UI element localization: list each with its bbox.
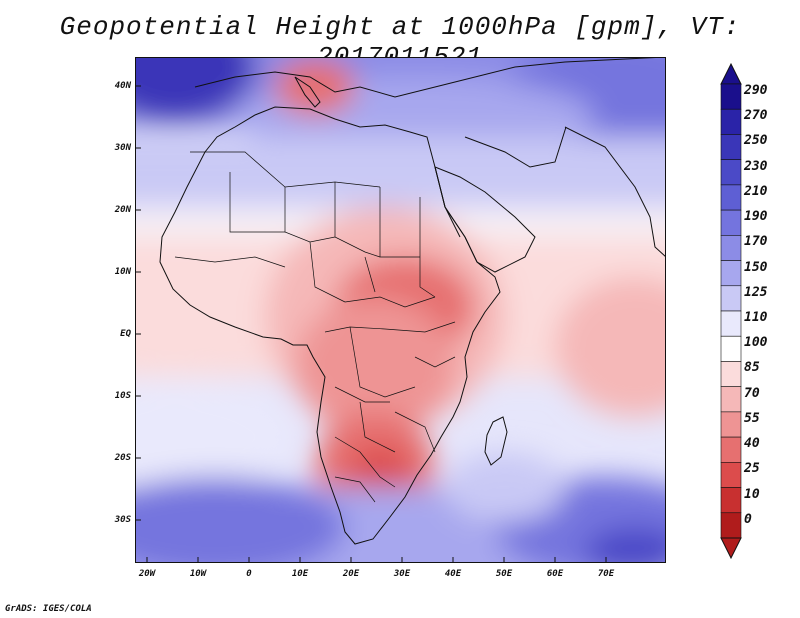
colorbar-swatch: [720, 462, 742, 488]
colorbar-swatch: [720, 159, 742, 186]
lat-label-eq: EQ: [120, 329, 131, 339]
colorbar-label: 170: [744, 234, 768, 250]
colorbar: [720, 62, 742, 560]
lat-label-10n: 10N: [114, 267, 131, 277]
lat-label-30s: 30S: [114, 515, 131, 525]
colorbar-label: 100: [744, 335, 768, 351]
colorbar-swatch: [720, 285, 742, 312]
colorbar-label: 40: [744, 436, 760, 452]
colorbar-swatch: [720, 184, 742, 211]
colorbar-swatch: [720, 310, 742, 337]
colorbar-swatch: [720, 487, 742, 514]
colorbar-label: 0: [744, 511, 752, 527]
colorbar-swatch: [720, 134, 742, 160]
lon-label-0: 0: [246, 569, 252, 579]
lon-label-10w: 10W: [189, 569, 207, 579]
colorbar-label: 270: [744, 108, 768, 124]
colorbar-label: 150: [744, 259, 768, 275]
colorbar-label: 250: [744, 133, 768, 149]
colorbar-label: 85: [744, 360, 760, 376]
lon-label-70e: 70E: [597, 569, 615, 579]
lon-label-10e: 10E: [291, 569, 309, 579]
colorbar-label: 290: [744, 83, 768, 98]
map-plot-area: [135, 57, 666, 563]
colorbar-swatch: [720, 260, 742, 287]
lat-label-40n: 40N: [114, 81, 131, 91]
map-frame: [135, 57, 666, 563]
colorbar-label: 210: [744, 183, 768, 199]
lat-label-20s: 20S: [114, 453, 131, 463]
country-borders: [174, 151, 456, 503]
colorbar-label: 25: [744, 461, 760, 477]
colorbar-label: 190: [744, 209, 768, 225]
colorbar-top-arrow: [720, 62, 742, 85]
colorbar-swatch: [720, 361, 742, 387]
colorbar-label: 110: [744, 310, 768, 325]
colorbar-bottom-arrow: [720, 537, 742, 560]
colorbar-swatch: [720, 83, 742, 110]
lat-label-10s: 10S: [114, 391, 131, 401]
lon-label-50e: 50E: [495, 569, 513, 579]
colorbar-swatch: [720, 512, 742, 539]
grads-credit: GrADS: IGES/COLA: [5, 604, 92, 614]
colorbar-swatch: [720, 108, 742, 135]
colorbar-swatch: [720, 386, 742, 413]
lon-label-20e: 20E: [342, 569, 360, 579]
lon-label-30e: 30E: [393, 569, 411, 579]
colorbar-label: 125: [744, 284, 768, 300]
lat-label-30n: 30N: [114, 143, 131, 153]
colorbar-swatch: [720, 209, 742, 236]
coastlines: [159, 57, 666, 545]
lon-label-40e: 40E: [444, 569, 462, 579]
geopotential-field: [135, 57, 666, 563]
colorbar-swatch: [720, 436, 742, 463]
lat-label-20n: 20N: [114, 205, 131, 215]
map-svg: [135, 57, 666, 563]
colorbar-label: 10: [744, 486, 760, 502]
colorbar-swatch: [720, 235, 742, 261]
colorbar-swatch: [720, 335, 742, 362]
lon-label-20w: 20W: [138, 569, 156, 579]
colorbar-label: 70: [744, 385, 760, 401]
colorbar-label: 55: [744, 410, 760, 426]
colorbar-swatch: [720, 411, 742, 438]
lon-label-60e: 60E: [546, 569, 564, 579]
colorbar-label: 230: [744, 158, 768, 174]
